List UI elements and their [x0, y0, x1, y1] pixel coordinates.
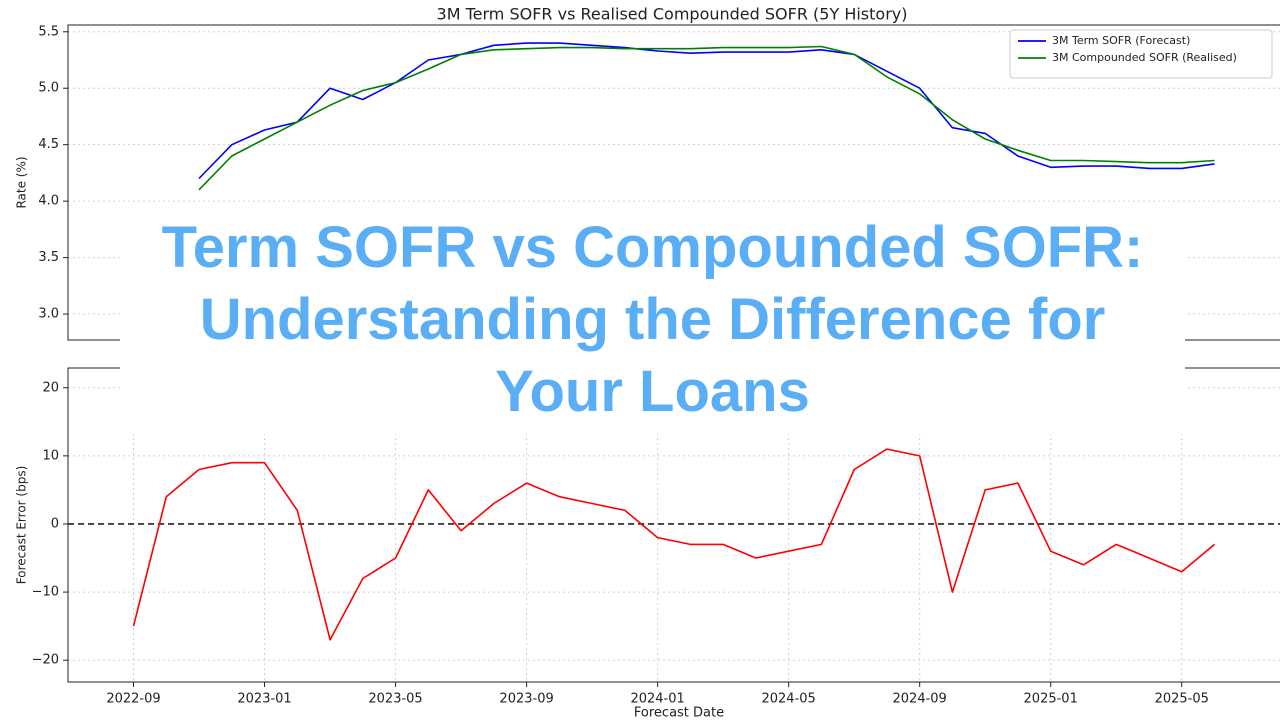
y-tick-label: 5.5: [38, 24, 59, 39]
headline-line: Term SOFR vs Compounded SOFR:: [161, 214, 1144, 280]
chart-title: 3M Term SOFR vs Realised Compounded SOFR…: [437, 5, 908, 24]
x-tick-label: 2025-01: [1024, 692, 1078, 707]
y-tick-label: 10: [42, 448, 59, 463]
x-tick-label: 2024-05: [761, 692, 815, 707]
y-axis-label: Rate (%): [15, 156, 29, 208]
series-line: [198, 42, 1215, 180]
x-tick-label: 2023-09: [499, 692, 553, 707]
series-line: [132, 448, 1216, 641]
y-tick-label: −10: [32, 585, 59, 600]
x-axis-label: Forecast Date: [634, 706, 724, 720]
headline-banner: Term SOFR vs Compounded SOFR: Understand…: [120, 205, 1185, 434]
x-tick-label: 2024-01: [630, 692, 684, 707]
y-tick-label: 4.0: [38, 194, 59, 209]
y-axis-label: Forecast Error (bps): [15, 466, 29, 585]
y-tick-label: 20: [42, 380, 59, 395]
x-tick-label: 2023-05: [368, 692, 422, 707]
legend-label: 3M Compounded SOFR (Realised): [1052, 51, 1237, 64]
series-line: [198, 45, 1215, 191]
y-tick-label: −20: [32, 653, 59, 668]
x-tick-label: 2023-01: [237, 692, 291, 707]
x-tick-label: 2024-09: [893, 692, 947, 707]
y-tick-label: 5.0: [38, 81, 59, 96]
y-tick-label: 4.5: [38, 137, 59, 152]
headline-line: Your Loans: [495, 358, 810, 424]
headline-line: Understanding the Difference for: [199, 286, 1106, 352]
x-tick-label: 2022-09: [106, 692, 160, 707]
y-tick-label: 0: [51, 516, 59, 531]
y-tick-label: 3.0: [38, 307, 59, 322]
x-tick-label: 2025-05: [1155, 692, 1209, 707]
legend-box: [1009, 29, 1273, 79]
legend-label: 3M Term SOFR (Forecast): [1052, 34, 1190, 47]
y-tick-label: 3.5: [38, 250, 59, 265]
